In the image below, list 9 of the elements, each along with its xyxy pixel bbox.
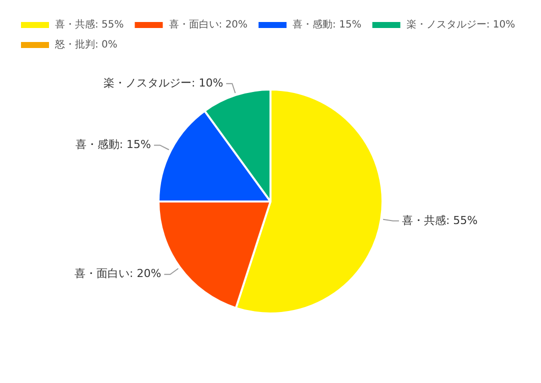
legend-label: 怒・批判: 0% bbox=[54, 38, 118, 51]
slice-label: 喜・共感: 55% bbox=[402, 214, 478, 227]
slice-label: 喜・面白い: 20% bbox=[74, 267, 162, 280]
legend-label: 喜・共感: 55% bbox=[55, 18, 124, 31]
slice-label: 喜・感動: 15% bbox=[75, 138, 152, 152]
legend-label: 楽・ノスタルジー: 10% bbox=[406, 18, 516, 31]
legend-label: 喜・面白い: 20% bbox=[168, 18, 248, 31]
legend-label: 喜・感動: 15% bbox=[292, 18, 362, 31]
slice-label: 楽・ノスタルジー: 10% bbox=[104, 76, 224, 90]
